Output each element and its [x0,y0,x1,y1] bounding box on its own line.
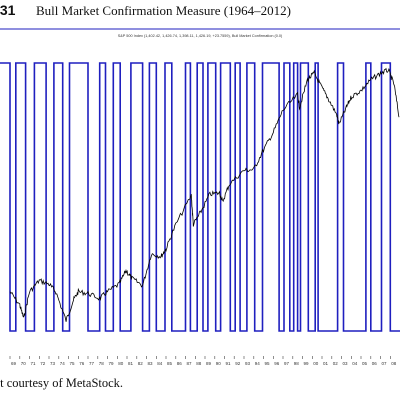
x-tick-label: 77 [89,361,95,366]
x-tick-label: 94 [255,361,261,366]
x-tick-label: 81 [128,361,134,366]
x-tick-label: 02 [333,361,339,366]
x-tick-label: 75 [70,361,76,366]
x-tick-label: 74 [60,361,66,366]
figure-number: .31 [0,2,16,18]
price-line [9,67,400,322]
x-tick-label: 89 [206,361,212,366]
x-tick-label: 01 [323,361,329,366]
x-tick-label: 85 [167,361,173,366]
x-tick-label: 91 [226,361,232,366]
x-tick-label: 08 [391,361,397,366]
x-tick-label: 78 [99,361,105,366]
indicator-line [0,62,400,332]
indicator-series [0,62,400,332]
chart: S&P 500 Index (1,402.42, 1,426.74, 1,398… [0,28,400,366]
x-tick-label: 86 [177,361,183,366]
x-tick-label: 87 [187,361,193,366]
figure-title: Bull Market Confirmation Measure (1964–2… [36,3,291,18]
x-tick-label: 99 [304,361,310,366]
price-series [9,67,400,322]
x-tick-label: 71 [31,361,37,366]
chart-title: S&P 500 Index (1,402.42, 1,426.74, 1,398… [118,34,283,38]
x-tick-label: 00 [313,361,319,366]
x-tick-label: 69 [11,361,17,366]
chart-credit: rt courtesy of MetaStock. [0,376,124,390]
x-tick-label: 03 [343,361,349,366]
x-tick-label: 93 [245,361,251,366]
x-tick-label: 73 [50,361,56,366]
x-tick-label: 72 [40,361,46,366]
x-tick-label: 70 [21,361,27,366]
x-tick-label: 82 [138,361,144,366]
x-tick-label: 06 [372,361,378,366]
x-tick-label: 92 [235,361,241,366]
x-tick-label: 97 [284,361,290,366]
x-tick-label: 83 [148,361,154,366]
x-tick-label: 05 [362,361,368,366]
x-tick-label: 07 [382,361,388,366]
x-tick-label: 90 [216,361,222,366]
x-tick-label: 84 [157,361,163,366]
x-tick-label: 80 [118,361,124,366]
x-tick-label: 88 [196,361,202,366]
x-axis: 69 70 71 72 73 74 75 76 77 78 79 80 81 82 83 84 85 86 87 88… [9,356,397,366]
x-tick-label: 96 [274,361,280,366]
x-tick-label: 79 [109,361,115,366]
x-tick-label: 04 [352,361,358,366]
x-tick-label: 95 [265,361,271,366]
x-tick-label: 98 [294,361,300,366]
x-tick-label: 76 [79,361,85,366]
